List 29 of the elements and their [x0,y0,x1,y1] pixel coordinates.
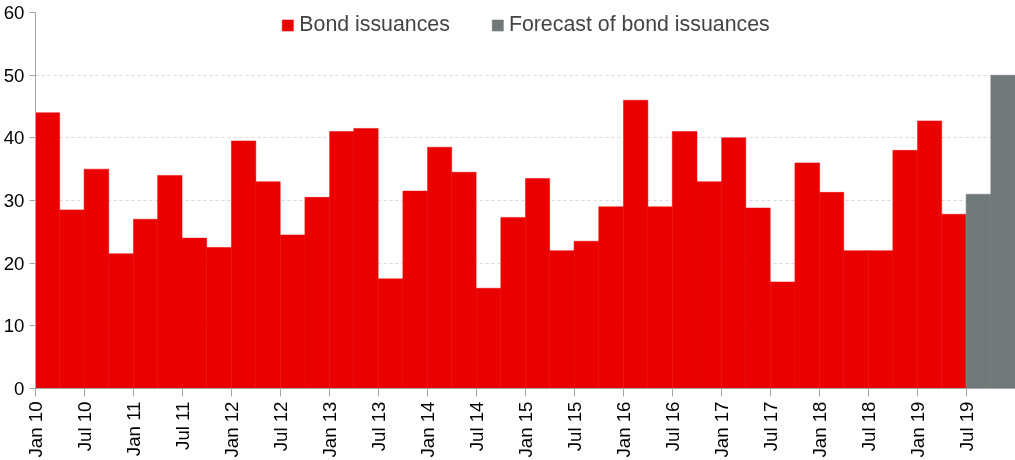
y-tick-label: 0 [14,378,25,399]
x-tick-label: Jan 14 [417,401,439,458]
y-tick-label: 10 [3,315,25,337]
x-tick-label: Jan 13 [319,401,341,458]
x-tick-label: Jan 17 [711,401,733,458]
x-tick-label: Jan 18 [809,401,831,458]
x-tick-label: Jul 19 [955,401,977,452]
x-tick-label: Jul 15 [563,401,585,452]
legend-label: Forecast of bond issuances [508,12,770,37]
x-tick-label: Jul 14 [465,401,487,452]
legend-label: Bond issuances [299,12,450,37]
x-tick-label: Jan 19 [907,401,929,458]
x-tick-label: Jul 16 [661,401,683,452]
x-tick-label: Jul 13 [367,401,389,452]
y-tick-label: 30 [3,190,25,211]
y-tick-label: 40 [3,127,25,149]
x-tick-label: Jul 10 [73,401,95,452]
y-tick-label: 50 [3,64,25,86]
x-tick-label: Jul 17 [759,401,781,452]
x-tick-label: Jul 18 [857,401,879,452]
x-tick-label: Jul 12 [269,401,291,452]
x-tick-label: Jan 16 [612,401,634,458]
x-tick-label: Jul 11 [171,401,193,450]
x-tick-label: Jan 15 [515,401,536,458]
x-tick-label: Jan 11 [122,401,144,457]
y-tick-label: 60 [3,2,25,23]
y-tick-label: 20 [3,252,25,274]
x-tick-label: Jan 10 [25,401,46,458]
x-tick-label: Jan 12 [220,401,242,458]
